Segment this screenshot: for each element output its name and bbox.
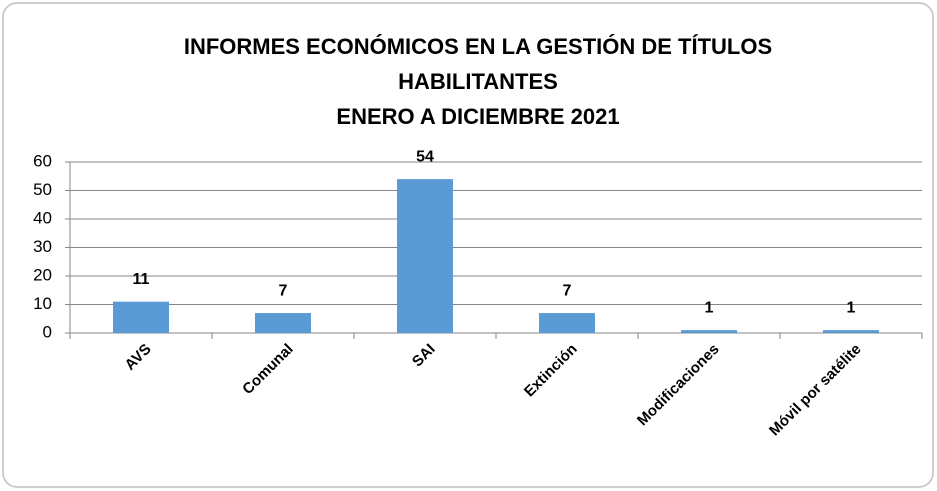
- y-tick-label: 30: [33, 237, 52, 256]
- data-label: 54: [416, 148, 434, 165]
- bar: [255, 313, 311, 333]
- bar: [539, 313, 595, 333]
- y-tick-label: 40: [33, 208, 52, 227]
- chart-title: INFORMES ECONÓMICOS EN LA GESTIÓN DE TÍT…: [184, 34, 772, 59]
- data-label: 11: [133, 271, 150, 288]
- data-label: 1: [705, 299, 714, 316]
- bar: [113, 301, 169, 333]
- y-tick-label: 20: [33, 265, 52, 284]
- y-tick-label: 10: [33, 294, 52, 313]
- chart-title: ENERO A DICIEMBRE 2021: [336, 104, 619, 129]
- data-label: 7: [563, 282, 572, 299]
- chart-title: HABILITANTES: [398, 69, 558, 94]
- data-label: 1: [847, 299, 856, 316]
- bar: [823, 330, 879, 333]
- y-tick-label: 50: [33, 180, 52, 199]
- y-tick-label: 0: [43, 322, 52, 341]
- data-label: 7: [279, 282, 288, 299]
- bar: [681, 330, 737, 333]
- bar: [397, 179, 453, 333]
- y-tick-label: 60: [33, 151, 52, 170]
